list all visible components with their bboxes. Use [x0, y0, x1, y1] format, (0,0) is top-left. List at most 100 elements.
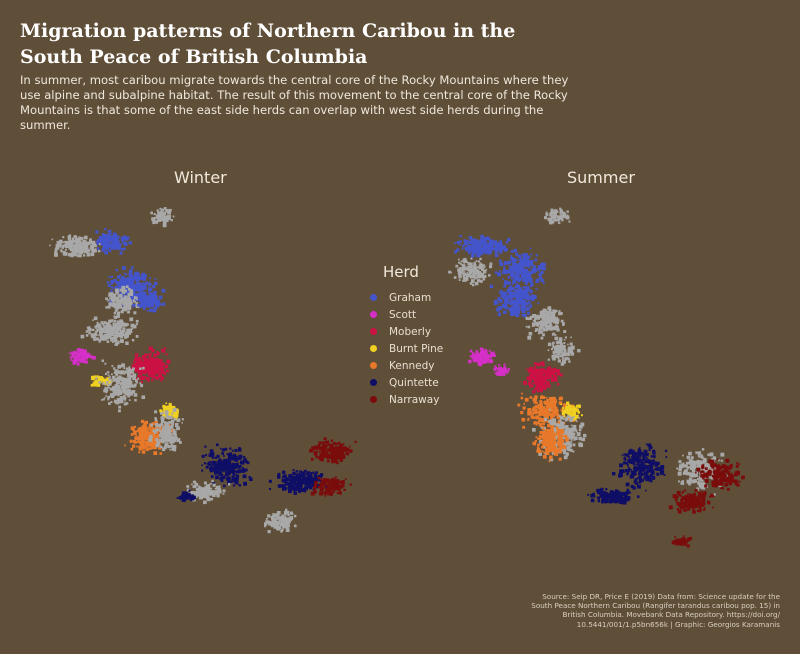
location-point: [148, 354, 152, 358]
range-other-tracks: [150, 207, 175, 228]
location-point: [79, 254, 81, 256]
location-point: [563, 351, 567, 355]
location-point: [523, 255, 527, 259]
location-point: [488, 238, 491, 240]
location-point: [95, 377, 98, 380]
location-point: [547, 424, 551, 428]
location-point: [160, 365, 163, 368]
location-point: [542, 378, 546, 381]
location-point: [194, 483, 199, 487]
location-point: [172, 445, 177, 449]
location-point: [238, 456, 242, 460]
location-point: [130, 323, 135, 328]
location-point: [100, 321, 104, 324]
location-point: [165, 443, 168, 446]
location-point: [72, 354, 75, 357]
location-point: [134, 379, 138, 382]
location-point: [329, 484, 333, 488]
location-point: [160, 419, 165, 424]
location-point: [160, 428, 164, 432]
location-point: [281, 528, 284, 532]
location-point: [315, 471, 318, 474]
location-point: [126, 381, 130, 384]
location-point: [124, 400, 126, 402]
location-point: [104, 387, 107, 390]
location-point: [161, 412, 164, 415]
summer-map: [448, 207, 745, 548]
location-point: [99, 333, 101, 336]
location-point: [121, 380, 124, 383]
location-point: [155, 425, 158, 429]
location-point: [122, 280, 127, 284]
location-point: [528, 266, 531, 269]
location-point: [219, 471, 223, 475]
location-point: [319, 491, 322, 494]
location-point: [509, 285, 513, 289]
location-point: [171, 422, 175, 426]
location-point: [76, 354, 79, 358]
location-point: [521, 308, 525, 312]
location-point: [111, 236, 114, 239]
location-point: [467, 245, 472, 249]
location-point: [160, 375, 163, 378]
location-point: [533, 400, 537, 404]
location-point: [132, 276, 136, 281]
location-point: [458, 279, 461, 281]
location-point: [169, 408, 174, 413]
location-point: [200, 492, 204, 496]
location-point: [146, 368, 148, 370]
location-point: [96, 321, 99, 324]
location-point: [470, 254, 475, 258]
location-point: [118, 323, 120, 326]
location-point: [534, 318, 537, 321]
location-point: [91, 245, 95, 249]
location-point: [168, 436, 172, 440]
location-point: [533, 416, 536, 419]
location-point: [102, 336, 107, 341]
location-point: [181, 422, 183, 424]
location-point: [330, 480, 333, 482]
location-point: [473, 270, 476, 273]
location-point: [543, 328, 547, 332]
location-point: [167, 445, 171, 449]
location-point: [172, 405, 176, 409]
location-point: [468, 359, 472, 364]
location-point: [174, 413, 178, 417]
location-point: [349, 483, 352, 486]
location-point: [488, 274, 491, 277]
location-point: [490, 246, 493, 250]
location-point: [536, 382, 539, 386]
location-point: [307, 483, 310, 486]
location-point: [123, 329, 126, 333]
location-point: [315, 445, 320, 450]
location-point: [138, 371, 142, 375]
location-point: [234, 470, 237, 473]
location-point: [542, 322, 547, 327]
location-point: [120, 382, 123, 386]
range-other-tracks: [547, 336, 581, 366]
range-graham: [95, 228, 132, 255]
location-point: [54, 247, 58, 251]
location-point: [555, 324, 559, 328]
location-point: [513, 248, 517, 253]
location-point: [466, 265, 468, 268]
location-point: [142, 429, 144, 431]
location-point: [231, 456, 235, 461]
location-point: [577, 404, 581, 408]
location-point: [544, 369, 547, 372]
location-point: [152, 358, 156, 362]
location-point: [227, 470, 231, 474]
location-point: [242, 474, 247, 479]
location-point: [469, 355, 472, 358]
location-point: [473, 272, 477, 276]
location-point: [116, 314, 120, 318]
location-point: [118, 326, 122, 330]
location-point: [531, 371, 536, 376]
location-point: [118, 390, 122, 393]
location-point: [152, 308, 157, 313]
location-point: [532, 390, 536, 394]
location-point: [157, 366, 159, 369]
location-point: [313, 490, 317, 494]
location-point: [547, 342, 552, 347]
location-point: [471, 243, 474, 246]
